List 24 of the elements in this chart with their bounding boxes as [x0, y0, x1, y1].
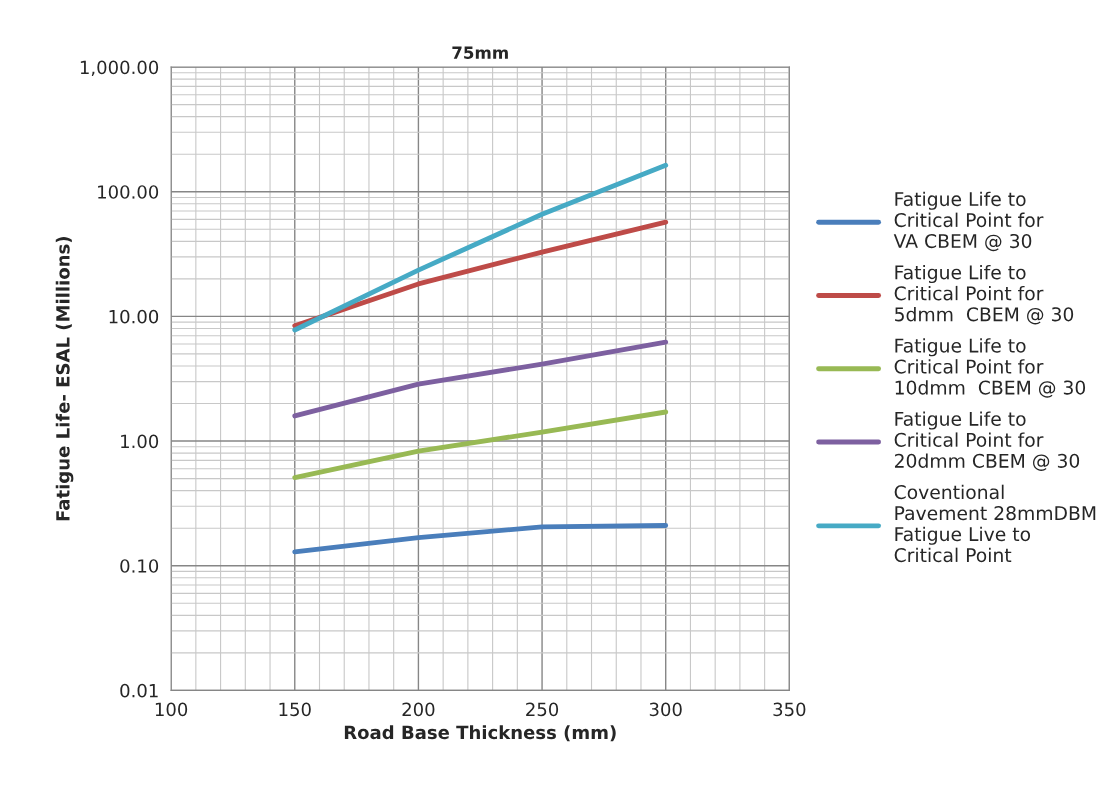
- x-tick-label: 200: [402, 702, 435, 717]
- legend-label: Coventional Pavement 28mmDBM Fatigue Live to Critical Point: [894, 484, 1096, 563]
- y-tick-label: 100.00: [98, 185, 159, 199]
- legend-label: Fatigue Life to Critical Point for 20dmm CBEM @ 30: [894, 411, 1080, 471]
- x-tick-label: 100: [155, 702, 188, 717]
- y-tick-label: 0.01: [120, 683, 158, 698]
- x-tick-label: 350: [773, 702, 806, 717]
- line-series: [292, 162, 669, 333]
- legend-label: Fatigue Life to Critical Point for VA CBEM @ 30: [893, 191, 1044, 252]
- line-series: [292, 523, 669, 555]
- line-series: [292, 409, 669, 480]
- chart-title: 75mm: [452, 46, 508, 59]
- y-tick-label: 0.10: [120, 559, 159, 573]
- line-series: [292, 339, 669, 419]
- y-tick-label: 1.00: [121, 434, 159, 449]
- x-tick-label: 300: [649, 702, 682, 717]
- x-tick-label: 150: [279, 702, 311, 717]
- y-tick-label: 10.00: [109, 309, 159, 324]
- y-axis-title: Fatigue Life- ESAL (Millions): [55, 237, 74, 521]
- x-tick-label: 250: [526, 702, 559, 717]
- x-axis-title: Road Base Thickness (mm): [344, 725, 616, 742]
- legend-label: Fatigue Life to Critical Point for 10dmm CBEM @ 30: [894, 338, 1086, 398]
- legend-label: Fatigue Life to Critical Point for 5dmm CBEM @ 30: [894, 264, 1074, 325]
- y-tick-label: 1,000.00: [80, 60, 159, 77]
